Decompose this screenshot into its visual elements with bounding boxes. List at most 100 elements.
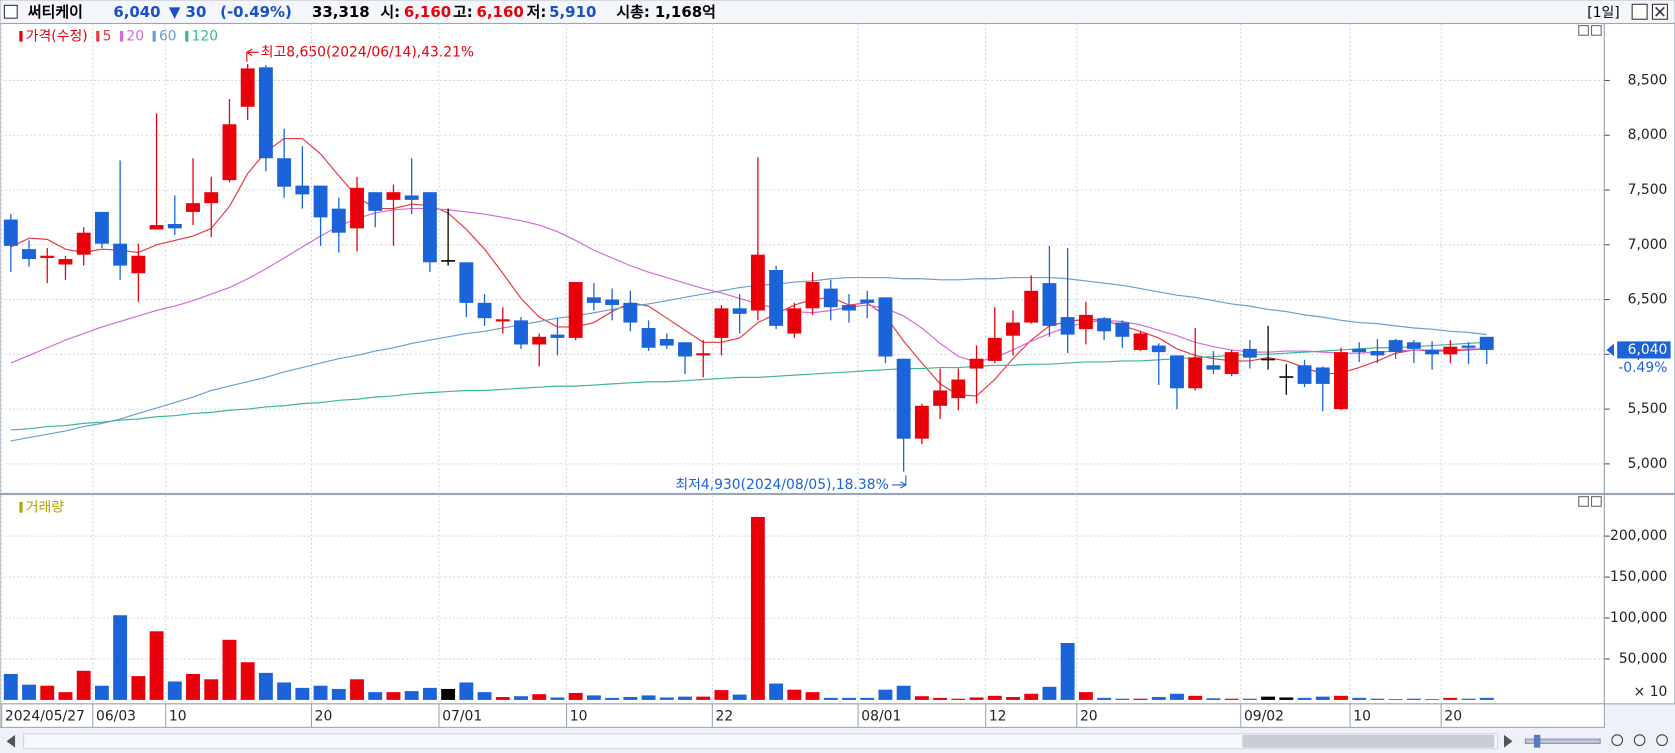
close-icon xyxy=(1655,6,1665,17)
volume-bar xyxy=(1352,697,1367,700)
moving-average xyxy=(10,137,1487,397)
y-tick-label: 150,000 xyxy=(1610,569,1667,585)
scroll-right[interactable] xyxy=(1503,734,1513,748)
volume-bar xyxy=(914,696,929,700)
candle-body xyxy=(641,328,656,348)
scroll-track[interactable] xyxy=(23,733,1499,750)
zoom-handle[interactable] xyxy=(1533,734,1541,748)
y-tick-label: 5,500 xyxy=(1628,401,1668,417)
volume-bar xyxy=(1188,695,1203,700)
candle-body xyxy=(933,390,948,406)
candle-body xyxy=(605,299,620,306)
zoom-reset[interactable] xyxy=(1656,734,1668,747)
window-button[interactable] xyxy=(1631,3,1648,20)
candle-body xyxy=(896,358,911,439)
volume-bar xyxy=(696,696,711,700)
candle-body xyxy=(113,243,128,266)
volume-bar xyxy=(313,685,328,700)
volume-bar xyxy=(1261,696,1276,700)
volume-bar xyxy=(1479,697,1494,700)
volume-bar xyxy=(1042,686,1057,700)
candle-body xyxy=(1006,322,1020,336)
open-label: 시: xyxy=(380,3,400,21)
candle-body xyxy=(441,260,456,262)
scroll-thumb[interactable] xyxy=(1242,734,1495,748)
candle-body xyxy=(1443,346,1458,355)
candle-body xyxy=(1115,322,1130,337)
candle-body xyxy=(58,259,73,265)
volume: 33,318 xyxy=(312,3,370,21)
candle-body xyxy=(951,379,966,399)
candle-body xyxy=(3,219,18,246)
candle-body xyxy=(1261,358,1276,361)
candle-body xyxy=(258,67,273,159)
volume-bar xyxy=(422,687,437,700)
candle-body xyxy=(222,124,237,181)
x-tick-label: 10 xyxy=(1353,709,1371,725)
volume-bar xyxy=(823,697,838,700)
candle-body xyxy=(1224,352,1239,375)
volume-bar xyxy=(787,689,802,700)
candle-body xyxy=(987,337,1002,361)
candle-body xyxy=(1151,345,1166,353)
volume-bar xyxy=(1425,699,1440,700)
volume-bar xyxy=(605,697,620,700)
candle-body xyxy=(277,158,292,187)
volume-bar xyxy=(368,692,383,700)
candle-body xyxy=(842,305,856,311)
volume-pane xyxy=(0,493,1605,705)
zoom-out[interactable] xyxy=(1611,734,1624,747)
candle-body xyxy=(495,319,510,322)
last-price-pointer xyxy=(1606,343,1614,357)
x-tick-label: 2024/05/27 xyxy=(5,709,85,725)
y-tick-label: 7,000 xyxy=(1628,237,1668,253)
legend-label: 20 xyxy=(126,28,144,44)
pane-button[interactable] xyxy=(1591,25,1602,36)
volume-bar xyxy=(240,662,255,700)
candle-body xyxy=(1133,333,1148,350)
volume-bar xyxy=(951,698,966,700)
zoom-slider[interactable] xyxy=(1524,738,1601,744)
legend-swatch xyxy=(185,30,189,42)
volume-bar xyxy=(1461,698,1476,700)
volume-bar xyxy=(459,682,474,700)
candle-body xyxy=(94,211,109,244)
high-annotation: 최고8,650(2024/06/14),43.21% xyxy=(261,44,474,60)
volume-bar xyxy=(40,685,55,700)
volume-bar xyxy=(1078,692,1093,700)
last-change-label: -0.49% xyxy=(1618,360,1667,376)
pane-button[interactable] xyxy=(1578,25,1589,36)
scroll-left[interactable] xyxy=(6,734,16,748)
price-axis xyxy=(1603,22,1675,494)
zoom-in[interactable] xyxy=(1633,734,1646,747)
candle-body xyxy=(659,338,674,346)
volume-bar xyxy=(623,697,638,700)
candle-body xyxy=(1042,283,1057,326)
volume-bar xyxy=(714,690,729,700)
legend-label: 가격(수정) xyxy=(26,28,88,44)
checkbox[interactable] xyxy=(3,4,18,19)
x-tick-label: 20 xyxy=(1080,709,1098,725)
pane-button[interactable] xyxy=(1591,496,1602,507)
x-tick-label: 20 xyxy=(1444,709,1462,725)
period[interactable]: [1일] xyxy=(1587,5,1619,21)
volume-bar xyxy=(1242,698,1257,700)
candle-body xyxy=(1060,317,1075,335)
volume-bar xyxy=(1406,698,1421,700)
annotation-arrow xyxy=(891,475,907,489)
y-tick-label: 200,000 xyxy=(1610,528,1667,544)
cap-label: 시총: xyxy=(616,3,649,21)
candle-body xyxy=(167,223,182,229)
volume-bar xyxy=(550,697,565,700)
pane-button[interactable] xyxy=(1578,496,1589,507)
candle-body xyxy=(404,195,419,200)
volume-bar xyxy=(1151,697,1166,700)
legend-swatch xyxy=(96,30,100,42)
candle-body xyxy=(586,297,601,303)
candle-body xyxy=(386,192,401,200)
volume-bar xyxy=(76,670,91,700)
candle-body xyxy=(860,299,875,303)
legend-swatch xyxy=(19,502,23,513)
candle-body xyxy=(678,342,692,357)
